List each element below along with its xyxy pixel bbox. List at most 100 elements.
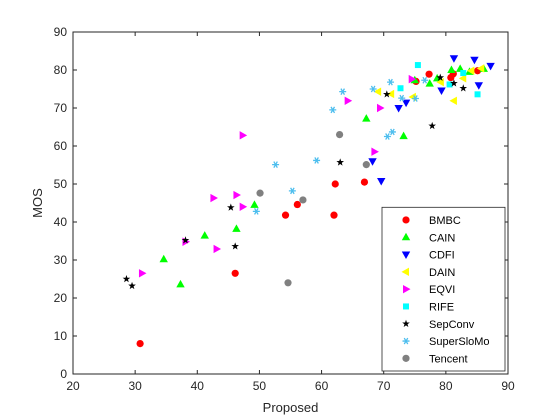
data-point — [408, 74, 417, 84]
data-point — [159, 254, 168, 263]
legend-label: SepConv — [429, 319, 475, 331]
legend-item: DAIN — [401, 267, 455, 279]
y-tick-label: 90 — [54, 25, 68, 39]
data-point — [200, 231, 209, 239]
data-point — [362, 161, 370, 169]
data-point — [181, 236, 190, 244]
data-point — [394, 105, 403, 113]
data-point — [256, 189, 264, 197]
data-point — [450, 79, 458, 87]
axis-ticks: 20 30 40 50 60 70 80 90 0 10 20 30 40 50 60 70 80 90 — [54, 25, 515, 393]
legend-item: SepConv — [402, 319, 475, 331]
data-point — [136, 340, 144, 348]
data-point — [213, 244, 222, 254]
y-tick-label: 30 — [54, 253, 68, 267]
data-point — [227, 203, 235, 211]
data-point — [252, 208, 260, 215]
data-point — [360, 178, 369, 186]
data-point — [369, 85, 377, 93]
x-axis-label: Proposed — [263, 400, 319, 415]
y-tick-label: 80 — [54, 63, 68, 77]
x-tick-label: 90 — [501, 379, 515, 393]
legend-box — [381, 206, 506, 372]
legend-item: CAIN — [401, 232, 455, 244]
series-eqvi — [138, 74, 417, 278]
data-point — [331, 180, 339, 188]
data-point — [437, 87, 446, 96]
data-point — [399, 131, 408, 140]
legend-marker — [402, 354, 410, 362]
data-point — [421, 76, 429, 84]
data-point — [476, 64, 485, 73]
y-tick-label: 40 — [54, 215, 68, 229]
series-cdfi — [368, 55, 495, 186]
y-tick-label: 60 — [54, 139, 68, 153]
data-point — [401, 99, 411, 108]
legend-label: DAIN — [429, 267, 455, 279]
legend-marker — [402, 337, 410, 345]
data-point — [239, 131, 248, 140]
data-point — [460, 70, 467, 77]
legend-label: BMBC — [429, 215, 461, 227]
series-bmbc — [136, 67, 482, 348]
legend-marker — [402, 216, 410, 224]
legend-label: RIFE — [429, 301, 454, 313]
data-point — [398, 94, 406, 102]
data-point — [458, 74, 467, 83]
data-point — [122, 275, 131, 283]
y-tick-label: 0 — [60, 367, 67, 381]
x-tick-label: 20 — [66, 379, 80, 393]
x-tick-label: 40 — [191, 379, 205, 393]
x-tick-label: 60 — [315, 379, 329, 393]
y-tick-label: 20 — [54, 291, 68, 305]
data-point — [428, 121, 436, 130]
legend-marker — [402, 319, 410, 327]
legend-marker — [403, 303, 409, 310]
legend-label: Tencent — [429, 353, 468, 365]
data-point — [486, 62, 495, 71]
legend-marker — [401, 232, 411, 241]
data-point — [470, 56, 479, 65]
data-point — [411, 95, 419, 102]
data-point — [329, 106, 337, 114]
data-point — [231, 269, 239, 277]
data-point — [344, 96, 353, 105]
data-point — [368, 158, 377, 166]
axes-box — [72, 31, 509, 375]
data-point — [272, 161, 280, 168]
data-point — [138, 269, 147, 278]
data-point — [376, 103, 385, 113]
data-point — [293, 200, 301, 209]
data-point — [436, 73, 445, 81]
legend-label: EQVI — [429, 284, 455, 296]
data-point — [447, 65, 456, 73]
legend-item: BMBC — [402, 215, 461, 227]
data-point — [335, 131, 344, 139]
data-point — [250, 200, 259, 208]
legend-item: CDFI — [401, 250, 455, 262]
legend: BMBC CAIN CDFI DAIN EQVI RIFE SepConv SuperSloM… — [381, 206, 506, 372]
data-point — [425, 70, 433, 78]
y-tick-label: 70 — [54, 101, 68, 115]
legend-marker — [401, 251, 411, 260]
data-point — [425, 79, 434, 87]
data-point — [414, 62, 421, 69]
data-point — [377, 177, 386, 186]
legend-label: SuperSloMo — [429, 336, 490, 348]
data-point — [397, 85, 404, 92]
series-superslomo — [252, 76, 429, 215]
data-point — [232, 224, 241, 232]
data-point — [455, 64, 465, 72]
data-point — [387, 78, 395, 86]
data-point — [330, 211, 338, 219]
data-point — [239, 202, 248, 211]
x-tick-label: 30 — [128, 379, 142, 393]
data-point — [281, 211, 290, 219]
data-point — [474, 91, 481, 98]
x-tick-label: 50 — [253, 379, 267, 393]
y-axis-label: MOS — [30, 188, 45, 218]
legend-marker — [401, 267, 409, 277]
data-point — [449, 96, 457, 105]
data-point — [449, 55, 459, 63]
